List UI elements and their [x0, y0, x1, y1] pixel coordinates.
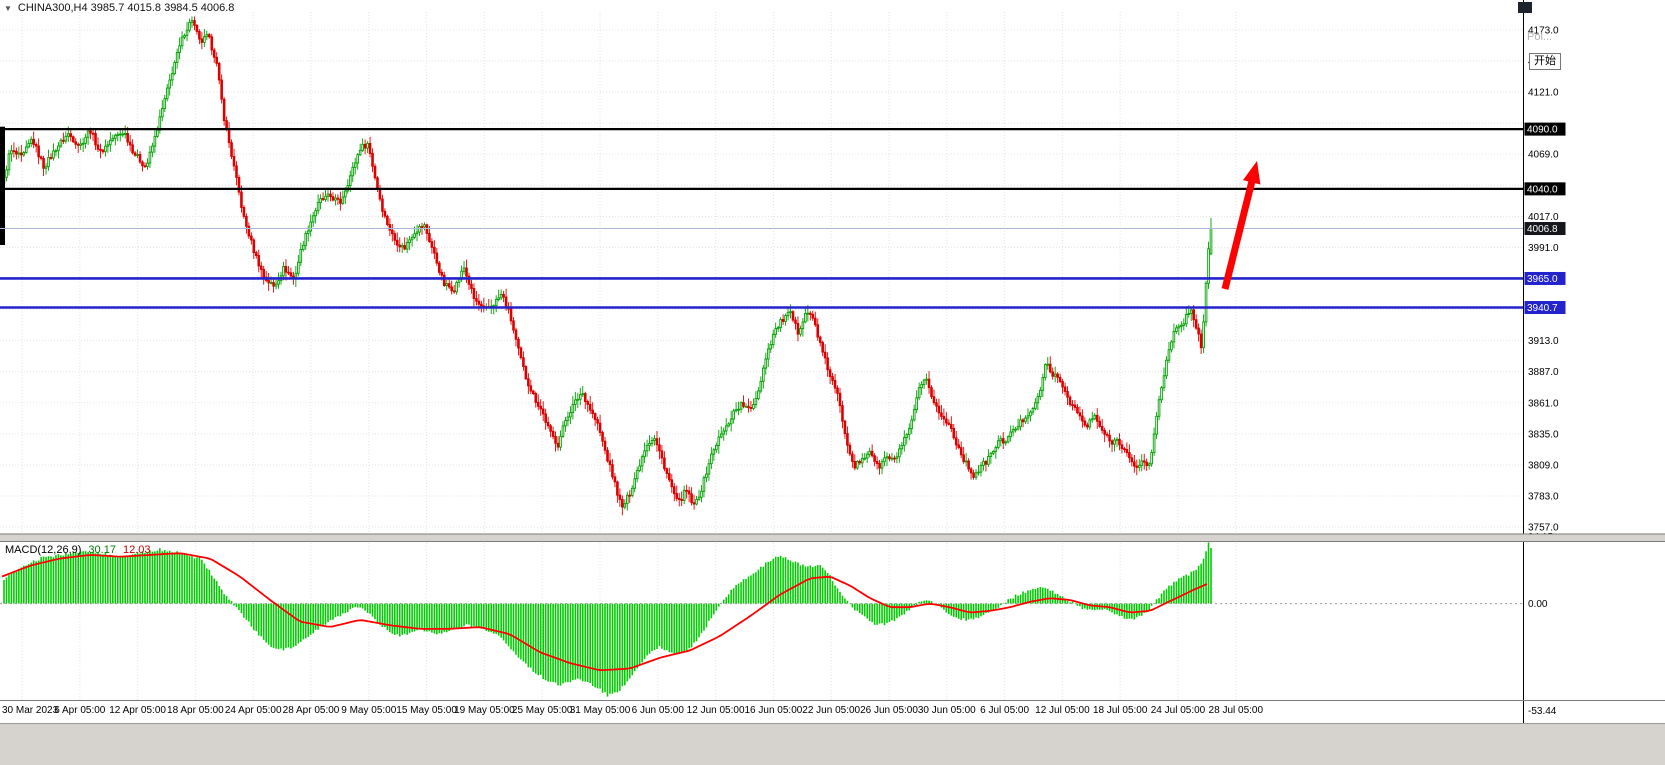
macd-histogram [3, 542, 1212, 697]
poi-overlay-text: Poi... [1527, 31, 1553, 43]
svg-text:4040.0: 4040.0 [1527, 184, 1558, 195]
svg-text:3783.0: 3783.0 [1528, 491, 1559, 502]
svg-text:16 Jun 05:00: 16 Jun 05:00 [744, 705, 802, 716]
svg-text:3757.0: 3757.0 [1528, 523, 1559, 534]
svg-text:4121.0: 4121.0 [1528, 88, 1559, 99]
svg-text:25 May 05:00: 25 May 05:00 [512, 705, 573, 716]
svg-text:12 Jun 05:00: 12 Jun 05:00 [687, 705, 745, 716]
svg-text:24 Jul 05:00: 24 Jul 05:00 [1151, 705, 1206, 716]
price-tag-3965.0: 3965.0 [1524, 271, 1566, 285]
pane-divider[interactable] [0, 534, 1665, 542]
svg-text:9 May 05:00: 9 May 05:00 [341, 705, 396, 716]
price-axis-labels: 4173.04147.04121.04069.04017.03991.03913… [1528, 25, 1559, 533]
symbol-dropdown-icon[interactable]: ▼ [4, 3, 12, 13]
macd-indicator-label: MACD(12,26,9) 30.17 12.03 [5, 544, 150, 556]
footer-bar [0, 723, 1665, 765]
svg-text:0.00: 0.00 [1528, 599, 1548, 610]
svg-text:30 Jun 05:00: 30 Jun 05:00 [918, 705, 976, 716]
price-tag-4090.0: 4090.0 [1524, 122, 1566, 136]
annotation-arrow[interactable] [1221, 177, 1257, 290]
svg-text:18 Apr 05:00: 18 Apr 05:00 [167, 705, 224, 716]
candles-layer [2, 16, 1213, 516]
svg-text:3940.7: 3940.7 [1527, 303, 1558, 314]
svg-text:18 Jul 05:00: 18 Jul 05:00 [1093, 705, 1148, 716]
price-tag-3940.7: 3940.7 [1524, 301, 1566, 315]
svg-text:3887.0: 3887.0 [1528, 367, 1559, 378]
price-tag-4040.0: 4040.0 [1524, 182, 1566, 196]
svg-text:4069.0: 4069.0 [1528, 150, 1559, 161]
corner-icon[interactable] [1518, 2, 1532, 13]
svg-text:31 May 05:00: 31 May 05:00 [570, 705, 631, 716]
macd-signal-line [1, 552, 1208, 672]
svg-text:3965.0: 3965.0 [1527, 274, 1558, 285]
macd-name: MACD(12,26,9) [5, 544, 82, 556]
macd-main-value: 30.17 [88, 544, 116, 556]
current-price-tag: 4006.8 [1524, 222, 1566, 236]
svg-text:28 Jul 05:00: 28 Jul 05:00 [1209, 705, 1264, 716]
svg-text:3835.0: 3835.0 [1528, 429, 1559, 440]
svg-text:4006.8: 4006.8 [1527, 224, 1558, 235]
svg-text:4173.0: 4173.0 [1528, 25, 1559, 36]
chart-header: ▼ CHINA300,H4 3985.7 4015.8 3984.5 4006.… [4, 2, 234, 14]
svg-text:26 Jun 05:00: 26 Jun 05:00 [860, 705, 918, 716]
svg-text:3913.0: 3913.0 [1528, 336, 1559, 347]
svg-text:19 May 05:00: 19 May 05:00 [454, 705, 515, 716]
svg-text:4090.0: 4090.0 [1527, 125, 1558, 136]
grid-layer [0, 12, 1523, 700]
svg-text:12 Apr 05:00: 12 Apr 05:00 [109, 705, 166, 716]
svg-text:12 Jul 05:00: 12 Jul 05:00 [1035, 705, 1090, 716]
svg-text:3809.0: 3809.0 [1528, 460, 1559, 471]
svg-text:6 Jun 05:00: 6 Jun 05:00 [632, 705, 685, 716]
svg-text:3861.0: 3861.0 [1528, 398, 1559, 409]
macd-signal-value: 12.03 [122, 544, 151, 556]
svg-text:15 May 05:00: 15 May 05:00 [396, 705, 457, 716]
svg-text:4017.0: 4017.0 [1528, 212, 1559, 223]
start-button[interactable]: 开始 [1529, 53, 1561, 70]
svg-text:28 Apr 05:00: 28 Apr 05:00 [283, 705, 340, 716]
svg-text:3991.0: 3991.0 [1528, 243, 1559, 254]
svg-text:6 Jul 05:00: 6 Jul 05:00 [980, 705, 1029, 716]
symbol-ohlc-text: CHINA300,H4 3985.7 4015.8 3984.5 4006.8 [17, 2, 235, 14]
svg-text:22 Jun 05:00: 22 Jun 05:00 [802, 705, 860, 716]
svg-text:6 Apr 05:00: 6 Apr 05:00 [54, 705, 106, 716]
left-edge-partial-candle [0, 126, 5, 246]
svg-text:24 Apr 05:00: 24 Apr 05:00 [225, 705, 282, 716]
price-axis-background [1523, 0, 1665, 765]
svg-text:30 Mar 2023: 30 Mar 2023 [2, 705, 59, 716]
svg-text:-53.44: -53.44 [1528, 706, 1557, 717]
